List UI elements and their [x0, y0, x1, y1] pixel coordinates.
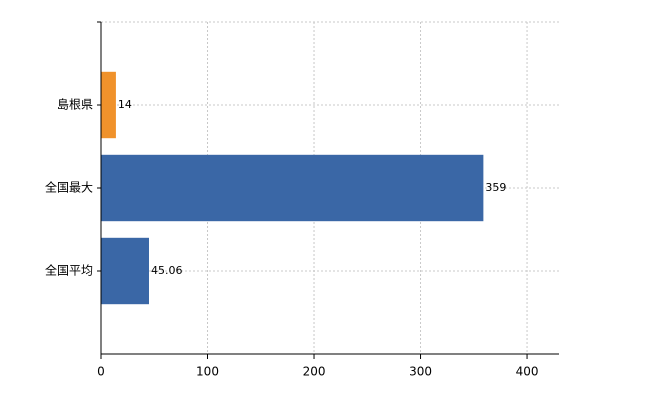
x-tick-label: 400	[516, 365, 539, 379]
y-tick-label: 全国平均	[45, 263, 93, 278]
bar	[101, 154, 484, 222]
x-tick-label: 100	[196, 365, 219, 379]
x-tick-label: 300	[409, 365, 432, 379]
bar	[101, 71, 116, 139]
y-tick-label: 全国最大	[45, 180, 93, 195]
y-tick-label: 島根県	[57, 97, 93, 112]
value-label: 359	[485, 181, 506, 194]
bar	[101, 237, 149, 305]
x-tick-label: 0	[97, 365, 105, 379]
value-label: 14	[118, 98, 132, 111]
x-tick-label: 200	[303, 365, 326, 379]
value-label: 45.06	[151, 264, 183, 277]
